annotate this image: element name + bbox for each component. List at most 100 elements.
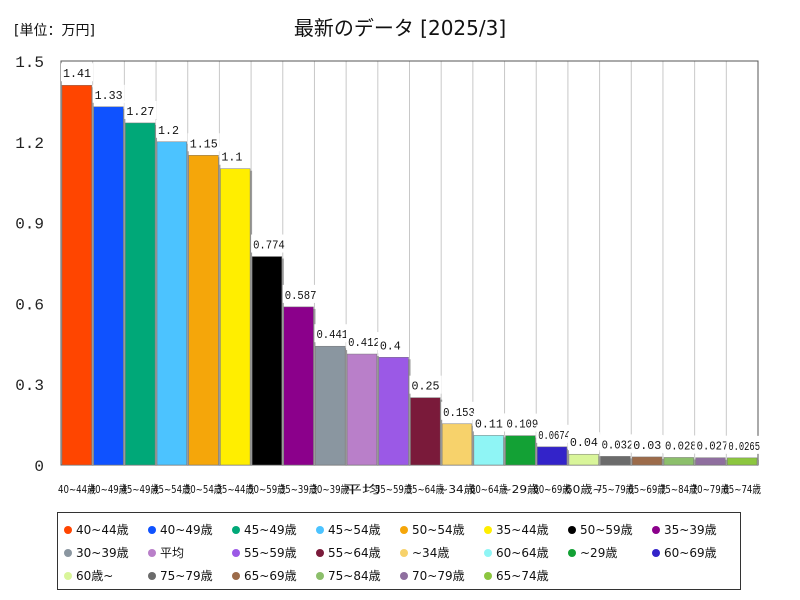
legend-swatch [484,572,492,580]
legend-label: 65~74歳 [496,569,549,583]
y-tick-label: 0.9 [15,216,44,234]
legend-item: 35~39歳 [652,521,736,540]
x-tick-label: 40~49歳 [90,483,128,496]
y-tick-label: 1.5 [15,54,44,72]
legend-swatch [400,572,408,580]
y-tick-label: 0.6 [15,296,44,314]
y-tick-label: 0.3 [15,377,44,395]
bar [315,345,346,466]
data-label: 0.11 [475,417,503,431]
legend-item: 60歳~ [64,567,148,586]
legend-item: 50~54歳 [400,521,484,540]
x-tick-label: 45~54歳 [153,483,191,496]
bar [473,435,504,466]
x-tick-label: 30~39歳 [311,483,349,496]
data-label: 0.412 [348,336,380,350]
x-tick-label: 65~69歳 [628,483,666,496]
data-label-bg [726,435,762,454]
legend-label: 60歳~ [76,569,114,583]
x-tick-label: 60~69歳 [533,483,571,496]
bar [156,141,187,466]
legend-swatch [64,526,72,534]
legend-label: 平均 [160,546,185,560]
data-label-bg [92,84,125,103]
legend-item: 40~44歳 [64,521,148,540]
legend-swatch [484,549,492,557]
legend-swatch [568,549,576,557]
legend-swatch [64,549,72,557]
bar [695,457,726,466]
legend-swatch [148,549,156,557]
data-label-bg [124,100,157,119]
chart-legend: 40~44歳 40~49歳 45~49歳 45~54歳 50~54歳 35~44歳 50~5… [57,512,741,590]
data-label-bg [219,146,245,165]
data-label: 1.1 [221,151,242,165]
bar [251,256,283,466]
x-tick-label: 50~54歳 [185,483,223,496]
legend-item: 65~74歳 [484,567,568,586]
legend-item: ~34歳 [400,544,484,563]
legend-item: 45~49歳 [232,521,316,540]
bar [536,446,568,466]
data-label: 0.04 [570,436,598,450]
bar [410,397,441,466]
legend-item: 35~44歳 [484,521,568,540]
x-tick-label: 35~44歳 [216,483,254,496]
y-tick-label: 0 [34,458,44,476]
bar [663,457,694,466]
bar [378,357,409,466]
x-tick-label: 40~44歳 [58,483,96,496]
data-label: 0.587 [285,289,317,303]
x-tick-label: 35~39歳 [280,483,318,496]
data-label: 0.774 [253,239,285,253]
y-tick-label: 1.2 [15,135,44,153]
data-label: 0.027 [697,440,729,454]
legend-label: ~29歳 [580,546,618,560]
data-label-bg [409,375,442,394]
data-label: 0.153 [443,406,475,420]
data-label-bg [441,401,477,420]
legend-swatch [232,549,240,557]
data-label-bg [694,435,731,454]
legend-item: 75~84歳 [316,567,400,586]
legend-item: 平均 [148,544,232,563]
legend-item: 75~79歳 [148,567,232,586]
legend-label: 55~64歳 [328,546,381,560]
legend-label: 50~59歳 [580,523,633,537]
x-tick-label: 50~59歳 [248,483,286,496]
data-label-bg [314,324,351,343]
legend-label: 65~69歳 [244,569,297,583]
legend-label: ~34歳 [412,546,450,560]
data-label-bg [631,434,664,453]
data-label: 0.4 [380,339,401,353]
data-label-bg [282,284,319,303]
x-tick-label: ~29歳 [502,483,540,496]
legend-swatch [400,526,408,534]
x-tick-label: 55~64歳 [407,483,445,496]
legend-item: 60~69歳 [652,544,736,563]
bar [188,155,219,466]
data-label: 0.109 [507,418,539,432]
legend-swatch [652,526,660,534]
data-label: 1.15 [190,137,218,151]
data-label-bg [251,234,287,253]
legend-swatch [148,572,156,580]
data-label-bg [662,435,699,454]
bar [125,122,156,466]
x-tick-label: 75~84歳 [660,483,698,496]
legend-swatch [316,526,324,534]
legend-item: 60~64歳 [484,544,568,563]
legend-label: 40~49歳 [160,523,213,537]
legend-item: 50~59歳 [568,521,652,540]
bar [346,353,378,466]
legend-label: 50~54歳 [412,523,465,537]
legend-swatch [652,549,660,557]
x-tick-label: 45~49歳 [121,483,159,496]
bar [441,423,473,466]
data-label-bg [156,119,182,138]
legend-swatch [232,572,240,580]
legend-label: 60~69歳 [664,546,717,560]
x-tick-label: ~34歳 [438,483,476,496]
bar [727,457,758,466]
data-label: 0.032 [602,438,634,452]
